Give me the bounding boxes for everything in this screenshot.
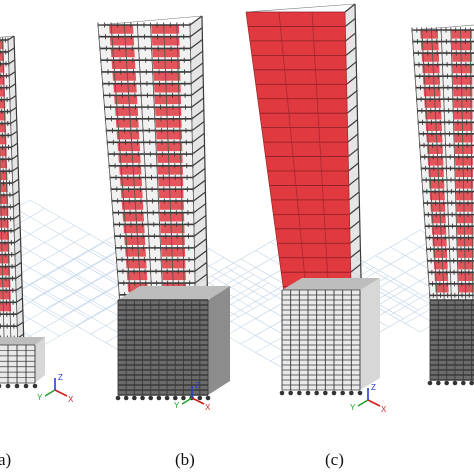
panel-label-c: (c) <box>325 450 344 469</box>
building-models <box>0 3 474 401</box>
axis-label-x: X <box>68 395 74 404</box>
axis-triads: X Y Z X Y Z X Y Z <box>37 373 387 414</box>
panel-label-a: a) <box>0 450 12 469</box>
axis-label-x: X <box>205 403 211 412</box>
axis-label-z: Z <box>371 383 376 392</box>
podium-a <box>0 337 45 389</box>
ground-grids <box>0 199 474 379</box>
axis-triad-c: X Y Z <box>350 383 387 414</box>
tower-b <box>97 15 209 333</box>
axis-label-y: Y <box>174 401 180 410</box>
axis-triad-a: X Y Z <box>37 373 74 404</box>
podium-d <box>427 299 474 386</box>
tower-a <box>0 35 25 353</box>
tower-d <box>411 24 474 333</box>
axis-label-y: Y <box>37 393 43 402</box>
tower-c <box>245 3 363 331</box>
axis-label-z: Z <box>195 381 200 390</box>
podium-c <box>279 278 380 396</box>
panel-label-b: (b) <box>175 450 195 469</box>
axis-label-z: Z <box>58 373 63 382</box>
axis-label-x: X <box>381 405 387 414</box>
axis-label-y: Y <box>350 403 356 412</box>
podium-b <box>115 286 230 401</box>
axis-triad-b: X Y Z <box>174 381 211 412</box>
